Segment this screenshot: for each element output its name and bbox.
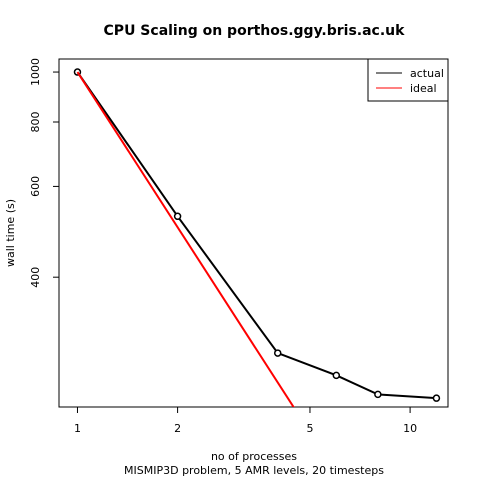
- legend: actual ideal: [367, 58, 449, 102]
- x-tick-label: 1: [74, 422, 81, 435]
- series-line-actual: [76, 71, 437, 400]
- legend-box: [367, 58, 449, 102]
- legend-label-actual: actual: [410, 67, 444, 80]
- chart-subtitle: MISMIP3D problem, 5 AMR levels, 20 times…: [124, 464, 384, 477]
- chart-title: CPU Scaling on porthos.ggy.bris.ac.uk: [104, 23, 406, 39]
- y-tick-label: 1000: [29, 58, 42, 86]
- x-tick-label: 5: [306, 422, 313, 435]
- x-tick-label: 10: [403, 422, 417, 435]
- y-tick-label: 800: [29, 112, 42, 133]
- x-axis-label: no of processes: [211, 450, 297, 463]
- plot-area: [73, 68, 441, 407]
- x-tick-label: 2: [174, 422, 181, 435]
- data-point-actual: [173, 212, 182, 221]
- data-point-actual: [374, 390, 382, 399]
- y-tick-label: 600: [29, 176, 42, 197]
- data-point-actual: [432, 394, 441, 402]
- series-line-ideal: [76, 71, 295, 407]
- plot-frame: [58, 58, 449, 408]
- x-axis: 1 2 5 10: [74, 406, 417, 435]
- data-point-actual: [273, 349, 282, 357]
- data-point-actual: [332, 371, 341, 380]
- y-axis-label: wall time (s): [4, 199, 17, 267]
- y-tick-label: 400: [29, 267, 42, 288]
- y-axis: 400 600 800 1000: [29, 58, 60, 288]
- legend-label-ideal: ideal: [410, 82, 437, 95]
